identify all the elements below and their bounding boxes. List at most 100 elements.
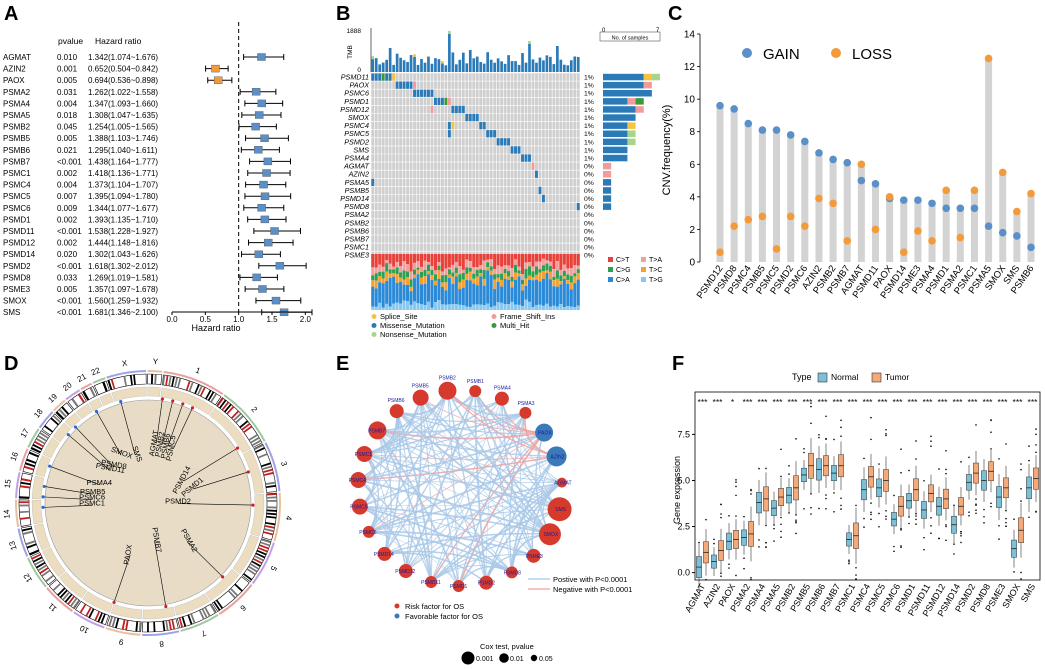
cnv-frequency-bar — [815, 152, 823, 262]
box-outlier — [930, 532, 932, 534]
titv-bar-segment — [552, 254, 556, 270]
tmb-bar — [496, 58, 500, 72]
box-outlier — [810, 405, 812, 408]
legend-normal-label: Normal — [831, 372, 859, 382]
titv-bar-segment — [531, 271, 535, 278]
cnv-gain-point — [772, 126, 781, 134]
chromosome-band — [255, 552, 266, 559]
cnv-legend-loss: LOSS — [852, 46, 892, 63]
chromosome-band — [162, 620, 166, 632]
titv-bar-segment — [374, 254, 378, 268]
network-node — [556, 477, 567, 488]
titv-bar-segment — [541, 254, 545, 259]
titv-bar-segment — [472, 278, 476, 284]
titv-bar-segment — [392, 254, 396, 267]
tmb-bar — [378, 64, 382, 72]
tmb-bar — [545, 55, 549, 72]
chromosome-outer-ring — [65, 389, 81, 401]
chromosome-band — [71, 398, 79, 408]
titv-bar-segment — [489, 259, 493, 267]
box-outlier — [825, 437, 827, 440]
oncoplot-pct-label: 1% — [584, 75, 594, 82]
significance-label: *** — [773, 397, 784, 407]
network-node — [505, 566, 518, 579]
box-outlier — [728, 567, 730, 569]
cnv-track — [142, 606, 176, 620]
forest-hr-text: 1.302(1.043~1.626) — [88, 250, 158, 259]
network-node-label: SMS — [555, 507, 567, 513]
titv-bar-segment — [447, 254, 451, 268]
box-outlier — [908, 522, 910, 525]
box-outlier — [735, 574, 737, 577]
cnv-loss-point — [942, 186, 950, 195]
titv-bar-segment — [406, 284, 410, 302]
sample-count-bar — [603, 106, 636, 113]
chromosome-label: X — [121, 358, 128, 368]
tmb-zero-label: 0 — [357, 67, 361, 74]
titv-bar-segment — [548, 254, 552, 262]
titv-bar-segment — [458, 266, 462, 275]
box-outlier — [840, 497, 842, 500]
titv-bar-segment — [548, 279, 552, 307]
titv-bar-segment — [573, 265, 577, 274]
titv-bar-segment — [399, 272, 403, 278]
network-node-label: PSMC6 — [359, 530, 376, 536]
chromosome-outer-ring — [27, 557, 47, 588]
chromosome-band — [260, 541, 271, 547]
forest-hr-point — [254, 111, 264, 119]
gene-link-line — [161, 400, 174, 445]
box-outlier — [930, 435, 932, 438]
chromosome-band — [89, 387, 96, 397]
titv-bar-segment — [378, 271, 382, 277]
chromosome-label: 1 — [194, 366, 202, 376]
box-outlier — [810, 402, 812, 404]
titv-bar-segment — [559, 304, 563, 310]
forest-pvalue: <0.001 — [57, 262, 82, 271]
chromosome-label: Y — [153, 357, 159, 366]
box-outlier — [885, 428, 887, 431]
chromosome-band — [171, 619, 176, 630]
oncoplot-pct-label: 1% — [584, 147, 594, 154]
titv-bar-segment — [409, 279, 413, 287]
forest-hr-point — [263, 157, 273, 166]
forest-hr-text: 0.652(0.504~0.842) — [88, 65, 158, 74]
titv-bar-segment — [503, 278, 507, 305]
box-outlier — [735, 494, 737, 497]
box-outlier — [945, 524, 947, 526]
cnv-gain-point — [857, 176, 866, 185]
chromosome-label: 18 — [32, 407, 45, 420]
chromosome-band — [194, 384, 200, 395]
titv-bar-segment — [413, 269, 417, 275]
network-edge — [358, 455, 557, 481]
titv-bar-segment — [465, 259, 469, 268]
significance-label: *** — [863, 397, 874, 407]
chromosome-band — [188, 381, 194, 392]
cnv-y-tick-label: 6 — [689, 160, 695, 171]
tmb-bar — [448, 34, 451, 72]
titv-bar-segment — [433, 274, 437, 281]
circos-gene-label: PSMD8 — [100, 458, 127, 471]
box-outlier — [930, 516, 932, 519]
cnv-frequency-bar — [829, 159, 837, 262]
boxplot-y-tick-label: 5.0 — [677, 475, 690, 485]
tmb-bar — [566, 65, 570, 72]
titv-bar-segment — [402, 254, 406, 262]
tmb-bar — [559, 59, 563, 72]
titv-bar-segment — [493, 289, 497, 306]
box-outlier — [1020, 578, 1022, 580]
oncoplot-mutation-cell — [447, 130, 451, 138]
titv-bar-segment — [527, 266, 532, 276]
box-outlier — [945, 449, 947, 452]
forest-hr-point — [258, 285, 267, 293]
titv-bar-segment — [406, 254, 410, 265]
forest-x-tick-label: 0.5 — [200, 315, 212, 324]
nsamp-min-label: 0 — [602, 28, 606, 34]
gene-locus-marker — [221, 575, 225, 579]
titv-bar-segment — [576, 265, 580, 270]
cnv-track — [58, 571, 88, 599]
titv-bar-segment — [465, 306, 469, 310]
titv-legend-swatch — [608, 267, 613, 272]
panel-letter-c: C — [668, 3, 682, 25]
oncoplot-mutation-cell — [371, 73, 375, 81]
oncoplot-mutation-cell — [430, 89, 434, 97]
